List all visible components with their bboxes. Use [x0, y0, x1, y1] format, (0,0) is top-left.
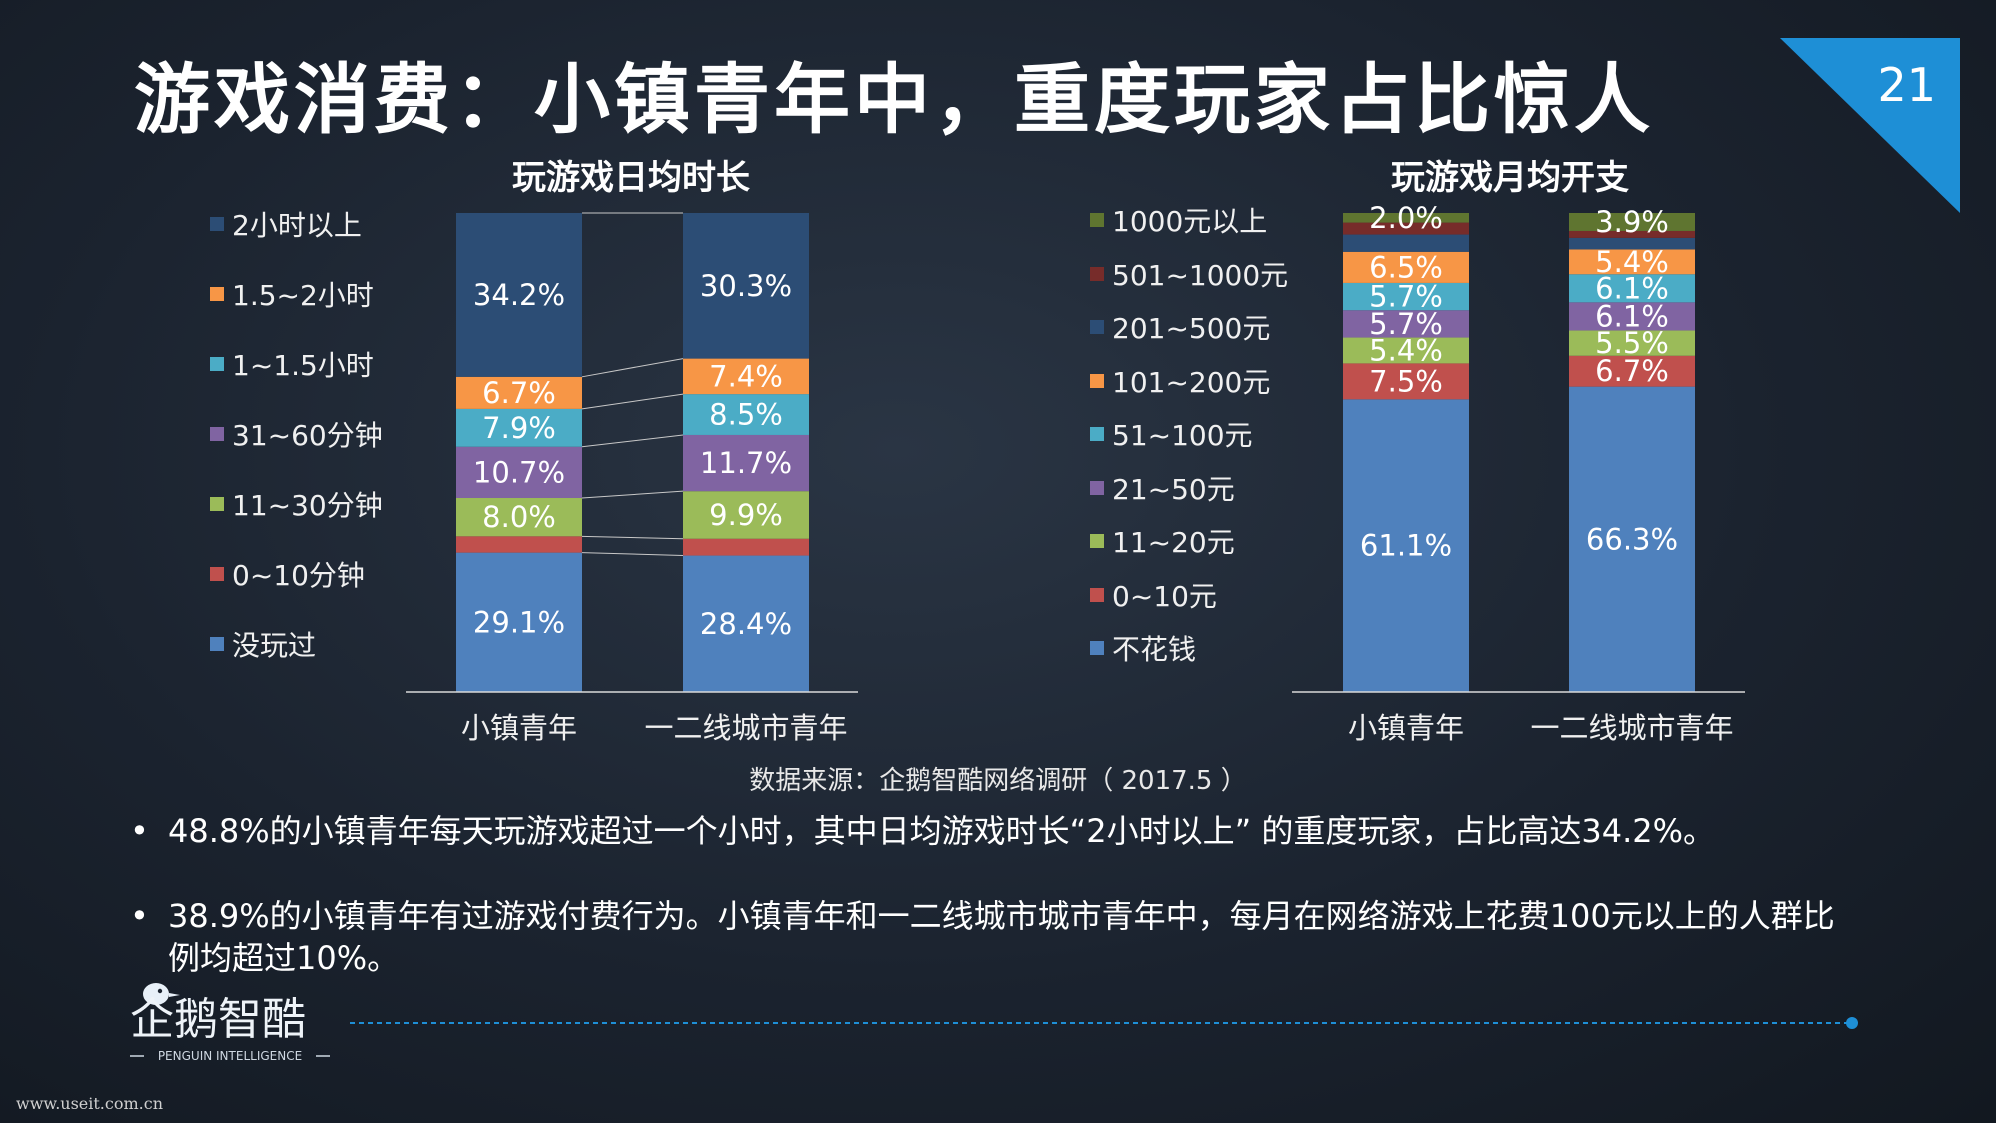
bullet-dot: • — [130, 895, 149, 937]
chart-1-plot: 29.1% 8.0% 10.7% 7.9%6.7% 34.2% 小镇青年 28.4% 9.9%… — [406, 213, 858, 745]
series-connector-line — [582, 359, 683, 377]
series-connector-line — [582, 536, 683, 538]
series-connector-line — [582, 394, 683, 409]
data-label: 28.4% — [700, 607, 792, 641]
data-label: 8.5% — [709, 398, 783, 432]
bullet-text-1: 48.8%的小镇青年每天玩游戏超过一个小时，其中日均游戏时长“2小时以上” 的重… — [168, 810, 1850, 852]
data-label: 6.5% — [1369, 250, 1443, 284]
data-label: 7.4% — [709, 359, 783, 393]
source-note: 数据来源：企鹅智酷网络调研（ 2017.5 ） — [0, 760, 1996, 797]
series-connector-line — [582, 553, 683, 556]
bullet-item-1: • 48.8%的小镇青年每天玩游戏超过一个小时，其中日均游戏时长“2小时以上” … — [130, 810, 1850, 852]
logo-subtext: PENGUIN INTELLIGENCE — [158, 1049, 302, 1062]
data-label: 7.9% — [482, 411, 556, 445]
bar-segment — [1569, 238, 1695, 250]
data-label: 34.2% — [473, 278, 565, 312]
data-label: 3.9% — [1595, 205, 1669, 239]
penguin-intelligence-logo: 企鹅智酷 PENGUIN INTELLIGENCE — [130, 980, 330, 1062]
data-label: 66.3% — [1586, 522, 1678, 556]
data-label: 30.3% — [700, 269, 792, 303]
bullet-dot: • — [130, 810, 149, 852]
footer-url: www.useit.com.cn — [16, 1094, 163, 1113]
data-label: 11.7% — [700, 446, 792, 480]
bullet-text-2: 38.9%的小镇青年有过游戏付费行为。小镇青年和一二线城市城市青年中，每月在网络… — [168, 895, 1850, 979]
data-label: 5.4% — [1595, 245, 1669, 279]
category-label: 小镇青年 — [1348, 711, 1464, 745]
category-label: 小镇青年 — [461, 711, 577, 745]
data-label: 8.0% — [482, 500, 556, 534]
data-label: 61.1% — [1360, 529, 1452, 563]
data-label: 29.1% — [473, 605, 565, 639]
logo-text: 企鹅智酷 — [130, 994, 306, 1045]
category-label: 一二线城市青年 — [644, 711, 847, 745]
footer-dashed-line — [350, 1016, 1860, 1030]
series-connector-line — [582, 435, 683, 447]
data-label: 6.7% — [482, 376, 556, 410]
bar-segment — [456, 536, 582, 552]
data-label: 2.0% — [1369, 201, 1443, 235]
data-label: 5.7% — [1369, 280, 1443, 314]
bullet-item-2: • 38.9%的小镇青年有过游戏付费行为。小镇青年和一二线城市城市青年中，每月在… — [130, 895, 1850, 979]
bar-segment — [683, 539, 809, 556]
category-label: 一二线城市青年 — [1530, 711, 1733, 745]
bar-segment — [1343, 235, 1469, 252]
data-label: 10.7% — [473, 455, 565, 489]
chart-2-plot: 61.1%7.5%5.4%5.7%5.7%6.5%2.0%小镇青年66.3%6.… — [1292, 201, 1745, 745]
data-label: 7.5% — [1369, 364, 1443, 398]
series-connector-line — [582, 491, 683, 498]
footer-line-dot — [1846, 1017, 1858, 1029]
data-label: 9.9% — [709, 498, 783, 532]
